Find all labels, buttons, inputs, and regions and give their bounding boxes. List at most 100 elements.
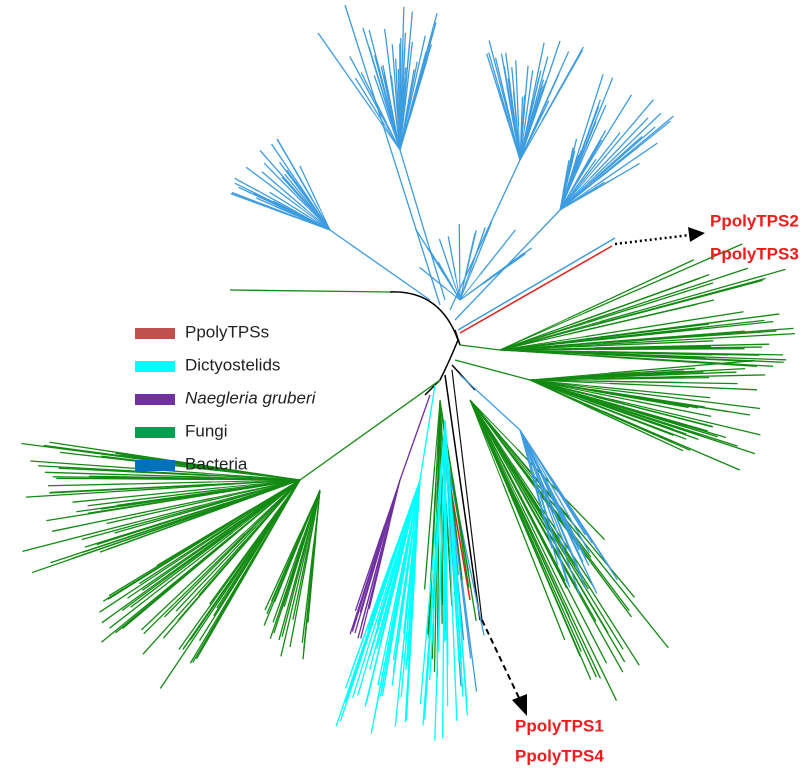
branch: [450, 506, 463, 667]
branch: [569, 277, 701, 326]
branch: [588, 353, 753, 363]
branch: [245, 166, 302, 209]
branch: [235, 470, 301, 481]
branch: [259, 149, 306, 203]
branch: [519, 429, 532, 472]
branch: [400, 47, 406, 115]
branch: [167, 517, 255, 591]
branch: [572, 158, 597, 193]
branch: [437, 261, 453, 287]
branch: [588, 135, 643, 185]
branch: [598, 399, 727, 439]
branch: [130, 523, 242, 608]
branch: [412, 479, 421, 546]
branch: [405, 61, 418, 120]
branch: [106, 494, 233, 525]
branch: [459, 283, 483, 301]
annotation: PpolyTPS1: [515, 716, 604, 735]
branch: [459, 245, 613, 334]
branch: [506, 457, 577, 567]
branch: [559, 199, 578, 211]
branch: [22, 504, 204, 553]
legend: PpolyTPSs Dictyostelids Naegleria gruberi F…: [135, 322, 317, 473]
branch: [335, 565, 392, 727]
branch: [114, 497, 236, 534]
branch: [408, 52, 427, 116]
branch: [515, 60, 520, 126]
branch: [575, 181, 605, 201]
legend-label: Bacteria: [185, 454, 248, 473]
branch: [30, 460, 206, 474]
branch: [529, 379, 595, 397]
branch: [399, 121, 403, 151]
arrow: [614, 233, 691, 246]
branch: [419, 266, 447, 290]
branch: [360, 535, 387, 639]
branch: [141, 518, 246, 591]
branch: [470, 221, 493, 273]
legend-swatch: [135, 328, 175, 339]
branch: [458, 514, 485, 636]
branch: [99, 525, 231, 613]
branch: [519, 429, 548, 472]
branch: [535, 471, 568, 550]
branch: [512, 91, 519, 137]
branch: [88, 475, 227, 480]
branch: [586, 267, 749, 323]
branch: [381, 555, 408, 696]
branch: [301, 543, 315, 643]
branch: [81, 500, 224, 541]
branch: [72, 487, 221, 503]
branch: [302, 549, 315, 660]
branch: [401, 479, 421, 547]
branch: [100, 489, 231, 510]
branch: [392, 547, 412, 673]
branch: [390, 479, 421, 567]
branch: [234, 182, 297, 215]
branch: [283, 530, 309, 607]
branch: [525, 77, 540, 132]
branch: [504, 475, 570, 618]
branch: [573, 323, 710, 342]
branch: [142, 540, 246, 655]
branch: [559, 192, 564, 211]
branch: [360, 72, 387, 124]
branch: [572, 106, 600, 175]
branch: [591, 388, 705, 408]
branch: [440, 419, 446, 533]
branch: [407, 543, 417, 662]
branch: [565, 154, 579, 192]
branch: [533, 73, 560, 131]
branch: [459, 344, 501, 351]
branch: [568, 303, 698, 335]
branch: [400, 555, 415, 698]
branch: [444, 497, 447, 641]
branch: [574, 282, 714, 328]
branch: [189, 543, 263, 664]
branch: [520, 95, 526, 138]
legend-swatch: [135, 460, 175, 471]
branch: [580, 132, 621, 184]
branch: [575, 104, 607, 174]
branch: [469, 399, 510, 447]
branch: [101, 536, 231, 643]
branch: [577, 180, 610, 201]
branch: [468, 227, 486, 275]
branch: [443, 274, 461, 301]
branch: [598, 120, 671, 180]
branch: [214, 478, 301, 481]
branch: [162, 534, 253, 639]
branch: [253, 193, 304, 218]
branch: [408, 35, 426, 111]
branch: [56, 477, 215, 481]
branch: [469, 399, 503, 455]
branch: [115, 452, 236, 472]
branch: [414, 228, 445, 276]
branch: [116, 499, 237, 539]
annotation: PpolyTPS4: [515, 746, 604, 765]
branch: [434, 532, 443, 741]
branch: [469, 399, 513, 499]
branch: [175, 525, 258, 612]
branch: [229, 289, 391, 293]
branch: [231, 191, 296, 218]
